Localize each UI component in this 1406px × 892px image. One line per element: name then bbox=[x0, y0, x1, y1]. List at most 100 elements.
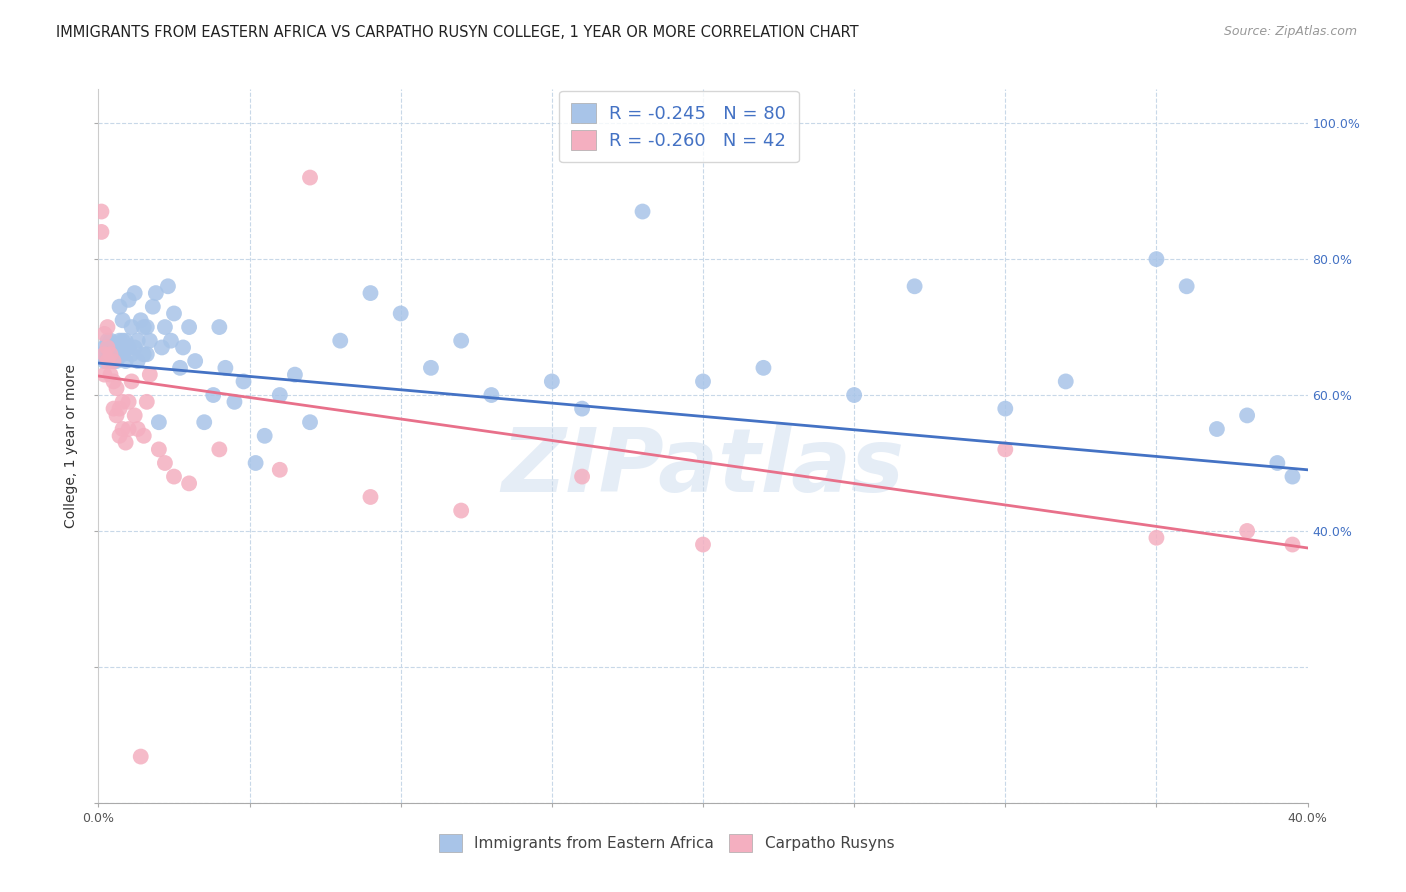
Point bbox=[103, 341, 125, 355]
Point bbox=[93, 354, 115, 368]
Point bbox=[132, 347, 155, 361]
Point bbox=[103, 354, 125, 368]
Point bbox=[299, 415, 322, 429]
Legend: Immigrants from Eastern Africa, Carpatho Rusyns: Immigrants from Eastern Africa, Carpatho… bbox=[432, 827, 901, 859]
Point bbox=[100, 347, 122, 361]
Point bbox=[96, 354, 118, 368]
Point bbox=[214, 360, 236, 375]
Point bbox=[114, 354, 136, 368]
Point bbox=[105, 347, 128, 361]
Point bbox=[202, 388, 225, 402]
Point bbox=[208, 320, 231, 334]
Point bbox=[1144, 531, 1167, 545]
Point bbox=[129, 749, 152, 764]
Point bbox=[118, 341, 141, 355]
Point bbox=[224, 394, 246, 409]
Point bbox=[124, 409, 146, 423]
Point bbox=[90, 225, 112, 239]
Point bbox=[96, 320, 118, 334]
Point bbox=[844, 388, 866, 402]
Point bbox=[132, 429, 155, 443]
Point bbox=[114, 334, 136, 348]
Point bbox=[108, 334, 131, 348]
Point bbox=[127, 334, 149, 348]
Point bbox=[145, 286, 167, 301]
Point bbox=[96, 334, 118, 348]
Point bbox=[450, 503, 472, 517]
Point bbox=[103, 354, 125, 368]
Point bbox=[299, 170, 322, 185]
Point bbox=[752, 360, 775, 375]
Point bbox=[139, 334, 162, 348]
Point bbox=[118, 394, 141, 409]
Point bbox=[90, 347, 112, 361]
Point bbox=[100, 347, 122, 361]
Point bbox=[163, 306, 186, 320]
Point bbox=[150, 341, 173, 355]
Point bbox=[179, 320, 201, 334]
Point bbox=[994, 401, 1017, 416]
Point bbox=[114, 435, 136, 450]
Point bbox=[153, 456, 176, 470]
Point bbox=[111, 422, 134, 436]
Point bbox=[1206, 422, 1229, 436]
Point bbox=[105, 381, 128, 395]
Point bbox=[90, 204, 112, 219]
Point bbox=[132, 320, 155, 334]
Point bbox=[105, 354, 128, 368]
Point bbox=[631, 204, 654, 219]
Point bbox=[111, 394, 134, 409]
Point bbox=[1236, 524, 1258, 538]
Point bbox=[148, 415, 170, 429]
Point bbox=[105, 409, 128, 423]
Point bbox=[100, 368, 122, 382]
Point bbox=[103, 375, 125, 389]
Point bbox=[571, 469, 593, 483]
Point bbox=[103, 347, 125, 361]
Point bbox=[420, 360, 443, 375]
Point bbox=[100, 354, 122, 368]
Point bbox=[160, 334, 183, 348]
Point bbox=[1054, 375, 1077, 389]
Point bbox=[96, 341, 118, 355]
Point bbox=[127, 422, 149, 436]
Point bbox=[124, 286, 146, 301]
Point bbox=[93, 368, 115, 382]
Point bbox=[118, 422, 141, 436]
Point bbox=[111, 313, 134, 327]
Point bbox=[148, 442, 170, 457]
Point bbox=[121, 375, 143, 389]
Point bbox=[360, 286, 382, 301]
Point bbox=[193, 415, 215, 429]
Point bbox=[93, 347, 115, 361]
Point bbox=[142, 300, 165, 314]
Point bbox=[121, 347, 143, 361]
Y-axis label: College, 1 year or more: College, 1 year or more bbox=[65, 364, 79, 528]
Point bbox=[389, 306, 412, 320]
Text: Source: ZipAtlas.com: Source: ZipAtlas.com bbox=[1223, 25, 1357, 38]
Point bbox=[184, 354, 207, 368]
Point bbox=[121, 320, 143, 334]
Point bbox=[692, 375, 714, 389]
Point bbox=[1236, 409, 1258, 423]
Point bbox=[108, 300, 131, 314]
Point bbox=[994, 442, 1017, 457]
Point bbox=[284, 368, 307, 382]
Point bbox=[540, 375, 562, 389]
Point bbox=[1267, 456, 1289, 470]
Point bbox=[124, 341, 146, 355]
Point bbox=[118, 293, 141, 307]
Point bbox=[135, 394, 157, 409]
Point bbox=[904, 279, 927, 293]
Point bbox=[156, 279, 179, 293]
Point bbox=[96, 341, 118, 355]
Point bbox=[481, 388, 503, 402]
Point bbox=[139, 368, 162, 382]
Text: IMMIGRANTS FROM EASTERN AFRICA VS CARPATHO RUSYN COLLEGE, 1 YEAR OR MORE CORRELA: IMMIGRANTS FROM EASTERN AFRICA VS CARPAT… bbox=[56, 25, 859, 40]
Point bbox=[692, 537, 714, 551]
Point bbox=[450, 334, 472, 348]
Point bbox=[329, 334, 352, 348]
Text: ZIPatlas: ZIPatlas bbox=[502, 424, 904, 511]
Point bbox=[111, 347, 134, 361]
Point bbox=[169, 360, 191, 375]
